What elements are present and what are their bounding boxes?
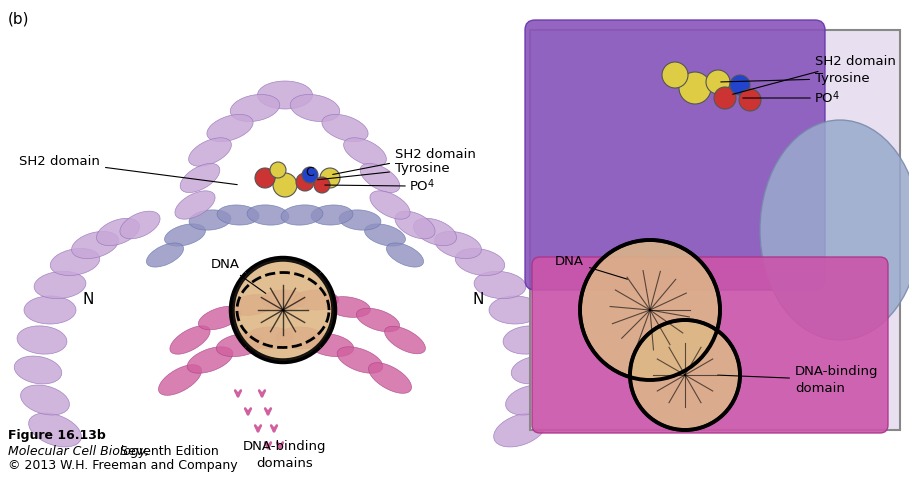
Ellipse shape <box>165 224 205 246</box>
Text: PO: PO <box>410 179 428 192</box>
Ellipse shape <box>72 231 118 259</box>
Circle shape <box>296 173 314 191</box>
Ellipse shape <box>276 327 324 349</box>
Ellipse shape <box>281 205 323 225</box>
Text: Figure 16.13b: Figure 16.13b <box>8 429 105 442</box>
Ellipse shape <box>17 326 67 354</box>
Text: N: N <box>83 293 94 308</box>
Ellipse shape <box>175 191 215 219</box>
Ellipse shape <box>230 95 280 122</box>
Ellipse shape <box>247 205 289 225</box>
Text: N: N <box>473 293 484 308</box>
Ellipse shape <box>262 290 306 310</box>
Circle shape <box>739 89 761 111</box>
Ellipse shape <box>96 218 140 245</box>
Circle shape <box>706 70 730 94</box>
Text: © 2013 W.H. Freeman and Company: © 2013 W.H. Freeman and Company <box>8 459 237 472</box>
Ellipse shape <box>474 272 526 299</box>
Ellipse shape <box>455 248 504 276</box>
Text: DNA-binding
domain: DNA-binding domain <box>718 365 878 395</box>
Ellipse shape <box>170 326 210 354</box>
Ellipse shape <box>216 333 264 357</box>
Ellipse shape <box>505 385 554 415</box>
Circle shape <box>679 72 711 104</box>
Ellipse shape <box>395 211 435 239</box>
Ellipse shape <box>189 210 231 230</box>
Ellipse shape <box>503 326 553 354</box>
Ellipse shape <box>370 191 410 219</box>
Ellipse shape <box>311 205 353 225</box>
Circle shape <box>302 167 318 183</box>
Ellipse shape <box>230 295 275 316</box>
Text: 4: 4 <box>833 91 839 101</box>
Ellipse shape <box>435 231 482 259</box>
Text: SH2 domain: SH2 domain <box>733 55 896 94</box>
Ellipse shape <box>386 243 424 267</box>
Circle shape <box>233 260 333 360</box>
Ellipse shape <box>29 413 81 447</box>
FancyBboxPatch shape <box>525 20 825 290</box>
Ellipse shape <box>325 297 370 318</box>
Text: Seventh Edition: Seventh Edition <box>116 445 219 458</box>
Ellipse shape <box>257 81 313 109</box>
Circle shape <box>662 62 688 88</box>
Ellipse shape <box>356 308 400 332</box>
Text: Tyrosine: Tyrosine <box>721 72 870 85</box>
Circle shape <box>714 87 736 109</box>
Circle shape <box>630 320 740 430</box>
Ellipse shape <box>344 138 386 166</box>
Text: SH2 domain: SH2 domain <box>333 148 476 174</box>
Ellipse shape <box>322 114 368 142</box>
Ellipse shape <box>294 290 338 310</box>
Ellipse shape <box>158 365 202 395</box>
Circle shape <box>580 240 720 380</box>
Text: SH2 domain: SH2 domain <box>19 155 237 185</box>
Text: Molecular Cell Biology,: Molecular Cell Biology, <box>8 445 149 458</box>
Ellipse shape <box>365 224 405 246</box>
Bar <box>530 30 900 430</box>
Text: DNA: DNA <box>211 258 265 294</box>
Text: Tyrosine: Tyrosine <box>318 162 450 180</box>
Ellipse shape <box>187 347 233 373</box>
Ellipse shape <box>760 120 909 340</box>
Text: (b): (b) <box>8 11 29 26</box>
Ellipse shape <box>15 356 62 384</box>
Text: DNA: DNA <box>555 255 627 279</box>
Text: DNA-binding
domains: DNA-binding domains <box>244 440 326 470</box>
Ellipse shape <box>198 306 242 330</box>
FancyBboxPatch shape <box>532 257 888 433</box>
Ellipse shape <box>24 296 76 324</box>
Ellipse shape <box>50 248 100 276</box>
Ellipse shape <box>120 211 160 239</box>
Circle shape <box>320 168 340 188</box>
Ellipse shape <box>306 333 354 357</box>
Ellipse shape <box>385 326 425 354</box>
Ellipse shape <box>217 205 259 225</box>
Ellipse shape <box>246 327 294 349</box>
Circle shape <box>255 168 275 188</box>
Ellipse shape <box>146 243 184 267</box>
Circle shape <box>270 162 286 178</box>
Ellipse shape <box>360 163 400 192</box>
Ellipse shape <box>180 163 220 192</box>
Ellipse shape <box>339 210 381 230</box>
Ellipse shape <box>34 272 86 299</box>
Text: PO: PO <box>815 92 834 105</box>
Ellipse shape <box>368 363 412 393</box>
Ellipse shape <box>337 347 383 373</box>
Ellipse shape <box>489 296 541 324</box>
Text: 4: 4 <box>428 179 435 189</box>
Ellipse shape <box>188 138 232 166</box>
Text: C: C <box>305 165 315 178</box>
Ellipse shape <box>290 95 340 122</box>
Ellipse shape <box>494 413 546 447</box>
Ellipse shape <box>207 114 253 142</box>
Circle shape <box>730 75 750 95</box>
Circle shape <box>314 177 330 193</box>
Circle shape <box>273 173 297 197</box>
Ellipse shape <box>414 218 456 245</box>
Ellipse shape <box>511 356 559 384</box>
Ellipse shape <box>21 385 69 415</box>
